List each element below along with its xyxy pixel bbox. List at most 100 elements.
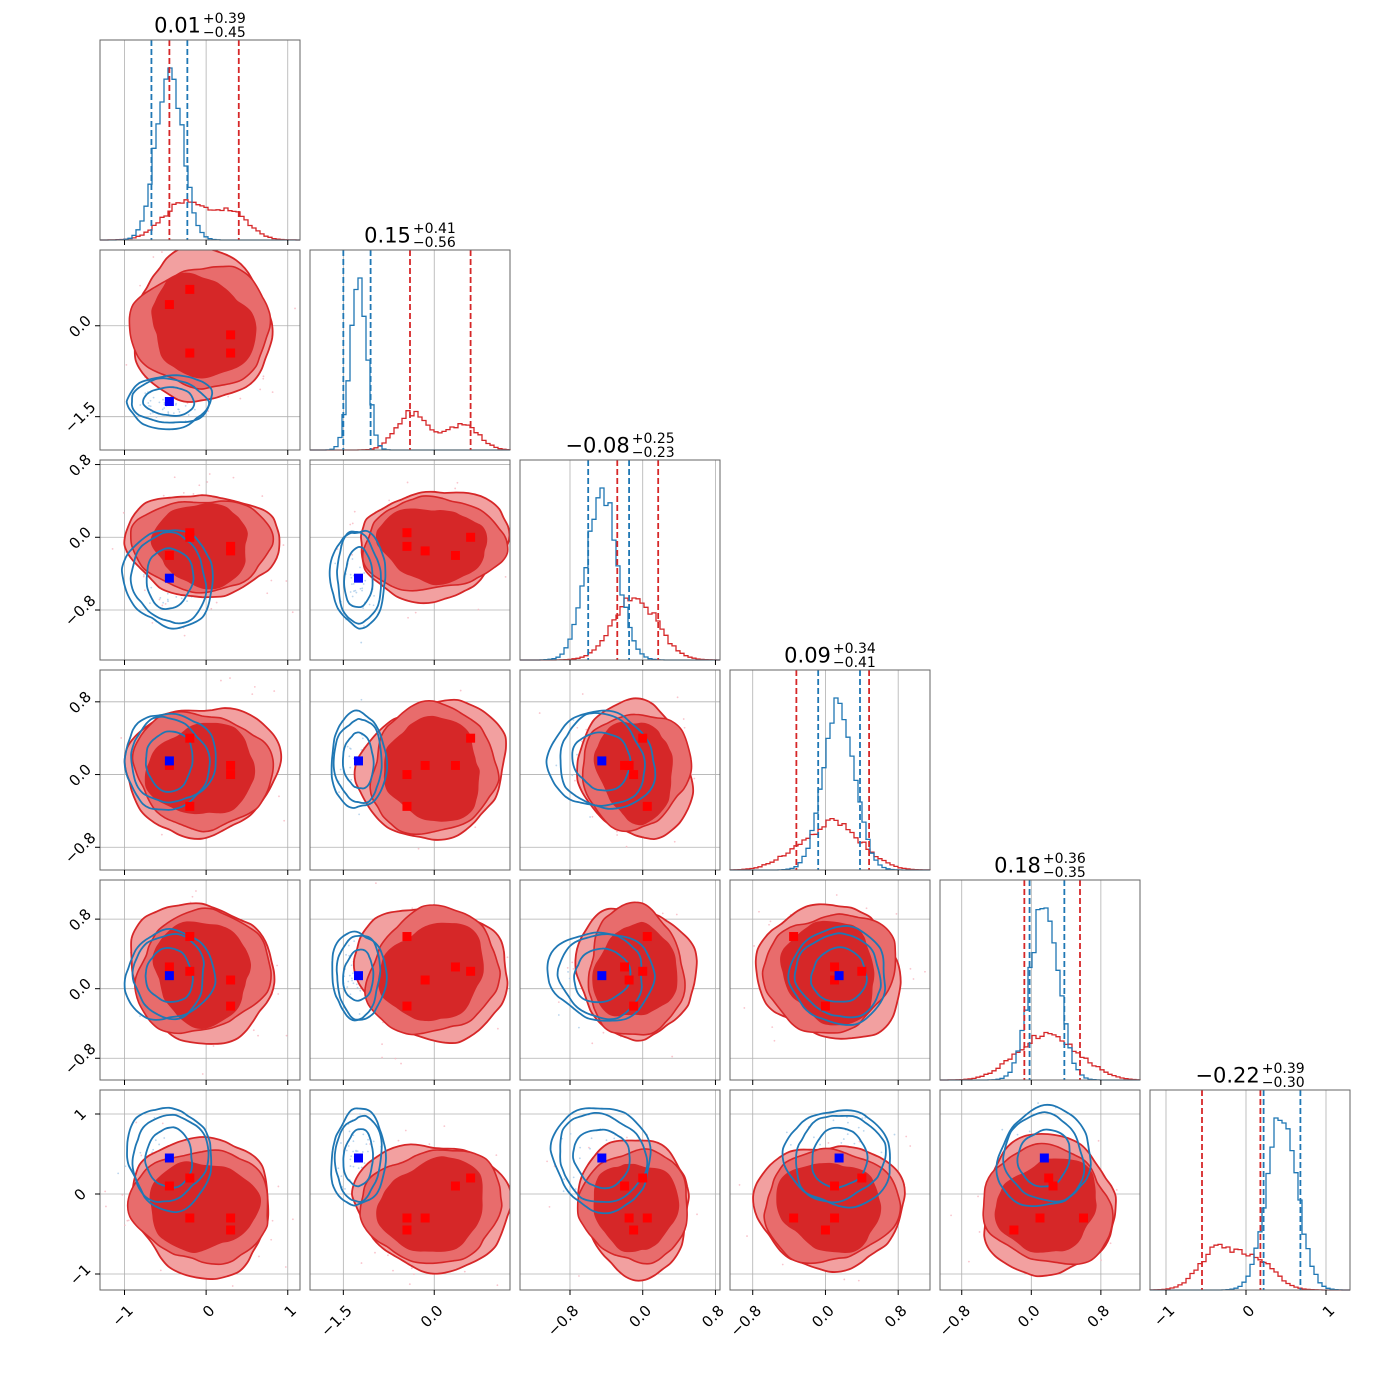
contour-blue-inner-3-0 [144,730,194,793]
sample-red-4-2-11 [571,961,574,964]
sample-blue-3-1-25 [349,748,352,750]
sample-red-5-1-0 [387,1254,389,1257]
panel-frame-5-3 [729,1089,931,1291]
sample-blue-2-0-43 [180,597,183,600]
sample-blue-5-1-12 [347,1145,350,1147]
panel-4-1 [309,879,511,1085]
sample-red-4-0-8 [195,890,197,892]
sample-blue-1-0-16 [148,404,150,407]
sample-blue-5-0-12 [139,1151,142,1154]
diag-title-minus-3: −0.41 [832,655,876,672]
sample-red-5-4-47 [968,1260,970,1263]
sample-red-5-3-34 [746,1235,748,1237]
sample-blue-5-2-26 [562,1190,565,1193]
marker-red-mode-5-4-4 [1078,1213,1088,1223]
sample-blue-4-1-15 [346,986,349,988]
sample-blue-4-0-21 [139,1015,141,1018]
sample-blue-5-4-12 [1016,1133,1019,1136]
sample-red-5-2-68 [696,1213,698,1216]
contour-red-inner-4-2 [592,921,678,1017]
marker-red-mode-4-1-4 [402,932,412,942]
sample-blue-2-1-34 [362,607,365,610]
sample-red-4-0-13 [252,1029,255,1032]
sample-blue-4-2-44 [567,971,569,973]
marker-red-mode-3-1-0 [450,760,460,770]
tick-label-y-3-1: 0.0 [65,760,95,790]
sample-blue-3-2-15 [589,816,591,818]
sample-blue-5-0-0 [124,1165,127,1168]
marker-red-mode-2-0-1 [185,532,195,542]
sample-red-5-0-26 [105,1205,107,1208]
sample-red-5-4-5 [1109,1242,1112,1245]
sample-red-5-0-41 [159,1269,162,1272]
sample-red-4-2-3 [602,1031,605,1034]
sample-red-3-2-53 [676,696,679,699]
sample-red-3-2-35 [616,830,618,833]
sample-blue-3-2-36 [572,719,575,722]
diag-title-plus-4: +0.36 [1042,851,1086,867]
marker-red-mode-4-3-4 [789,932,799,942]
sample-blue-5-0-38 [152,1148,155,1151]
contour-blue-inner-5-3 [811,1126,869,1189]
contour-red-inner-4-1 [378,922,484,1022]
tick-label-x-0-2: 1 [281,1302,300,1321]
marker-red-mode-5-0-1 [185,1173,195,1183]
tick-label-y-4-1: 0.0 [65,975,95,1005]
sample-red-2-0-55 [162,494,165,497]
panel-3-1 [309,669,511,875]
panel-5-0 [95,1089,301,1295]
marker-red-mode-1-0-2 [226,330,236,340]
contour-blue-mid-3-1 [332,717,383,804]
sample-blue-5-2-3 [572,1176,575,1179]
contour-blue-outer-1-0 [125,374,214,431]
sample-red-2-0-42 [158,598,161,601]
sample-red-1-0-54 [125,363,128,366]
sample-blue-5-3-33 [861,1117,864,1120]
panel-frame-5-2 [519,1089,721,1291]
sample-red-4-1-10 [400,1062,402,1065]
sample-blue-5-0-3 [117,1172,120,1175]
panel-3-3 [729,669,931,875]
sample-blue-2-0-34 [159,597,162,599]
sample-blue-5-3-7 [789,1143,792,1146]
sample-red-4-2-57 [591,1042,594,1045]
sample-blue-4-1-12 [345,953,347,956]
sample-blue-3-1-40 [350,778,353,781]
sample-red-1-0-63 [262,375,265,378]
sample-blue-2-1-35 [349,591,352,593]
sample-blue-2-1-42 [349,573,352,576]
marker-red-mode-5-3-4 [789,1213,799,1223]
sample-red-5-4-59 [1100,1259,1102,1262]
contour-blue-mid-4-3 [793,932,882,1019]
sample-red-5-2-69 [595,1291,597,1293]
sample-red-2-1-5 [477,608,480,611]
marker-red-mode-4-3-2 [830,975,840,985]
sample-red-5-3-12 [909,1145,912,1147]
sample-red-2-0-28 [266,592,269,595]
marker-red-mode-4-3-0 [830,962,840,972]
sample-blue-5-3-26 [893,1133,896,1136]
marker-red-mode-4-2-3 [629,1001,639,1011]
sample-blue-4-1-35 [353,940,356,943]
sample-red-3-2-12 [574,779,576,782]
sample-blue-4-1-31 [352,972,354,975]
sample-blue-5-3-20 [864,1116,867,1119]
sample-blue-1-0-33 [149,412,152,415]
sample-blue-5-1-8 [349,1165,352,1167]
contour-blue-inner-4-3 [810,946,868,1003]
marker-red-mode-4-1-0 [450,962,460,972]
sample-blue-1-0-38 [162,398,164,401]
sample-blue-5-3-22 [846,1133,849,1136]
diag-title-plus-3: +0.34 [832,641,876,657]
marker-red-mode-2-0-0 [164,550,174,560]
sample-red-3-0-4 [283,819,286,822]
tick-label-x-3-1: 0.0 [808,1302,838,1332]
tick-label-y-2-1: 0.0 [65,523,95,553]
marker-red-mode-1-0-1 [185,284,195,294]
marker-red-mode-5-4-1 [1044,1173,1054,1183]
sample-blue-4-1-39 [351,979,353,982]
marker-red-mode-5-0-4 [185,1213,195,1223]
sample-blue-5-1-19 [341,1186,344,1188]
marker-red-mode-4-0-2 [226,975,236,985]
